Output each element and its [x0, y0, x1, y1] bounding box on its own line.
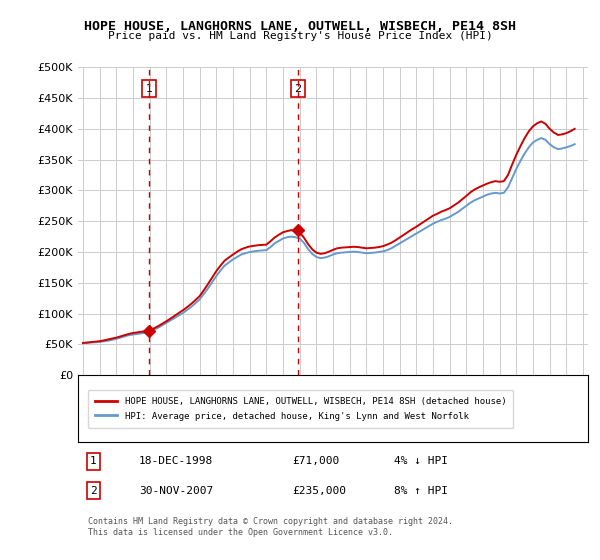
Text: £71,000: £71,000	[292, 456, 340, 466]
Text: 1: 1	[146, 84, 152, 94]
Text: 4% ↓ HPI: 4% ↓ HPI	[394, 456, 448, 466]
Text: Price paid vs. HM Land Registry's House Price Index (HPI): Price paid vs. HM Land Registry's House …	[107, 31, 493, 41]
Text: 30-NOV-2007: 30-NOV-2007	[139, 486, 214, 496]
Legend: HOPE HOUSE, LANGHORNS LANE, OUTWELL, WISBECH, PE14 8SH (detached house), HPI: Av: HOPE HOUSE, LANGHORNS LANE, OUTWELL, WIS…	[88, 390, 514, 428]
Text: £235,000: £235,000	[292, 486, 346, 496]
Text: 1: 1	[90, 456, 97, 466]
Text: HOPE HOUSE, LANGHORNS LANE, OUTWELL, WISBECH, PE14 8SH: HOPE HOUSE, LANGHORNS LANE, OUTWELL, WIS…	[84, 20, 516, 32]
Text: Contains HM Land Registry data © Crown copyright and database right 2024.
This d: Contains HM Land Registry data © Crown c…	[88, 517, 453, 537]
Text: 2: 2	[295, 84, 302, 94]
Text: 18-DEC-1998: 18-DEC-1998	[139, 456, 214, 466]
Text: 2: 2	[90, 486, 97, 496]
Text: 8% ↑ HPI: 8% ↑ HPI	[394, 486, 448, 496]
